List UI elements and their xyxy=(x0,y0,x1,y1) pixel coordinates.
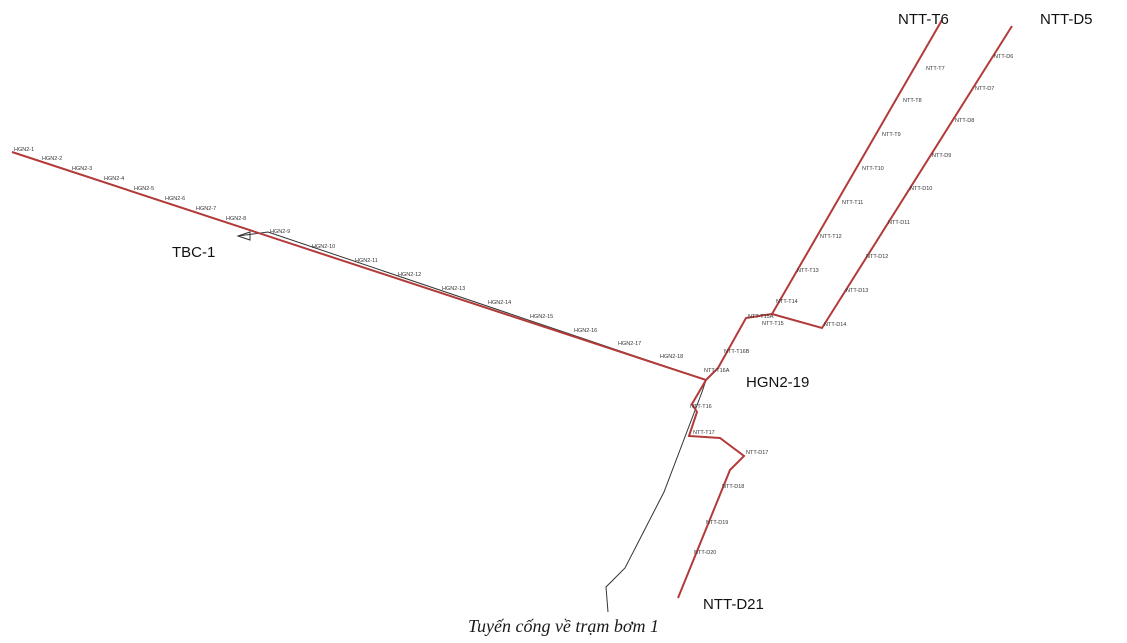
manhole-label: HGN2-3 xyxy=(72,166,92,172)
manhole-label: NTT-D20 xyxy=(694,550,716,556)
manhole-label: NTT-D17 xyxy=(746,450,768,456)
manhole-label: NTT-T10 xyxy=(862,166,884,172)
manhole-label: NTT-T16A xyxy=(704,368,730,374)
label-ntt-d21: NTT-D21 xyxy=(703,596,764,613)
manhole-label: HGN2-7 xyxy=(196,206,216,212)
manhole-label: NTT-D10 xyxy=(910,186,932,192)
manhole-label: HGN2-6 xyxy=(165,196,185,202)
pipe-ntt-d-lower-branch xyxy=(677,379,746,599)
manhole-label: NTT-D8 xyxy=(955,118,974,124)
manhole-label: HGN2-16 xyxy=(574,328,597,334)
manhole-label: HGN2-17 xyxy=(618,341,641,347)
manhole-label: NTT-T14 xyxy=(776,299,798,305)
manhole-label: NTT-T7 xyxy=(926,66,945,72)
manhole-label: NTT-T17 xyxy=(693,430,715,436)
manhole-label: NTT-T15 xyxy=(762,321,784,327)
manhole-label: HGN2-10 xyxy=(312,244,335,250)
label-tbc-1: TBC-1 xyxy=(172,244,215,261)
manhole-label: NTT-D18 xyxy=(722,484,744,490)
manhole-label: NTT-D12 xyxy=(866,254,888,260)
return-pipe-line xyxy=(237,231,707,613)
manhole-label: HGN2-2 xyxy=(42,156,62,162)
main-pipe-hgn2 xyxy=(11,151,719,382)
manhole-label: NTT-T8 xyxy=(903,98,922,104)
manhole-label: NTT-D14 xyxy=(824,322,846,328)
manhole-label: HGN2-5 xyxy=(134,186,154,192)
manhole-label: HGN2-1 xyxy=(14,147,34,153)
manhole-label: HGN2-13 xyxy=(442,286,465,292)
manhole-label: HGN2-8 xyxy=(226,216,246,222)
manhole-label: HGN2-12 xyxy=(398,272,421,278)
pipe-ntt-d-upper-branch xyxy=(771,25,1013,330)
manhole-label: NTT-T12 xyxy=(820,234,842,240)
label-ntt-t6: NTT-T6 xyxy=(898,11,949,28)
manhole-label: HGN2-11 xyxy=(355,258,378,264)
manhole-label: NTT-T9 xyxy=(882,132,901,138)
manhole-label: HGN2-4 xyxy=(104,176,124,182)
figure-caption: Tuyến cống về trạm bơm 1 xyxy=(467,616,660,636)
label-hgn2-19: HGN2-19 xyxy=(746,374,809,391)
pipe-ntt-t-branch xyxy=(717,19,943,369)
manhole-label: HGN2-14 xyxy=(488,300,511,306)
manhole-label: NTT-D9 xyxy=(932,153,951,159)
manhole-label: NTT-T13 xyxy=(797,268,819,274)
manhole-label: NTT-D19 xyxy=(706,520,728,526)
manhole-label: NTT-D7 xyxy=(975,86,994,92)
tbc-1-marker xyxy=(236,231,251,241)
manhole-label: HGN2-15 xyxy=(530,314,553,320)
label-ntt-d5: NTT-D5 xyxy=(1040,11,1093,28)
manhole-label: HGN2-9 xyxy=(270,229,290,235)
manhole-label: NTT-D13 xyxy=(846,288,868,294)
manhole-label: NTT-T11 xyxy=(842,200,863,206)
manhole-label: NTT-D6 xyxy=(994,54,1013,60)
manhole-label: HGN2-18 xyxy=(660,354,683,360)
manhole-label: NTT-D11 xyxy=(888,220,910,226)
manhole-label: NTT-T15A xyxy=(748,314,774,320)
manhole-label: NTT-T16B xyxy=(724,349,750,355)
manhole-label: NTT-T16 xyxy=(690,404,712,410)
